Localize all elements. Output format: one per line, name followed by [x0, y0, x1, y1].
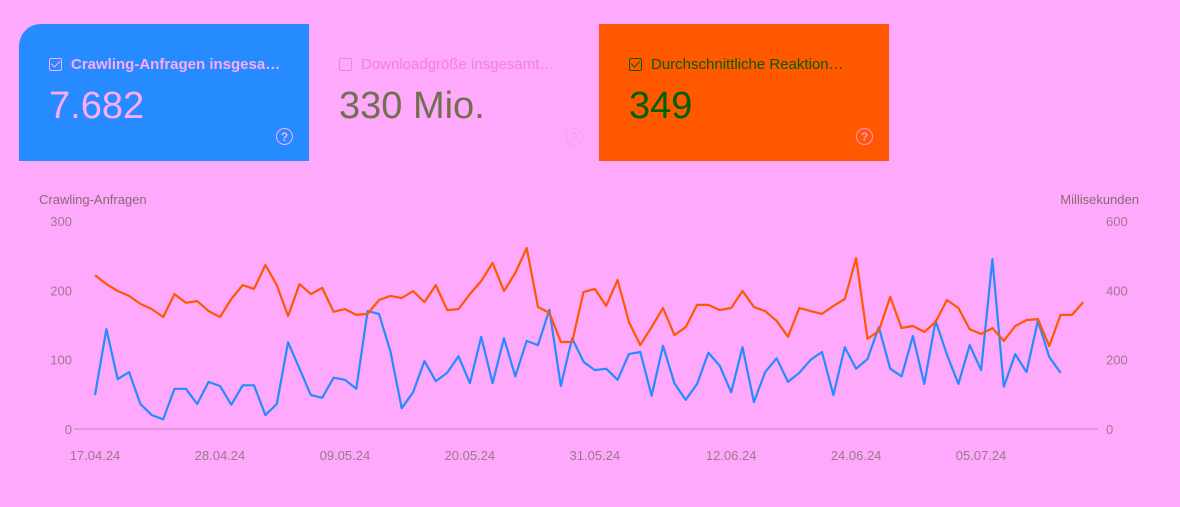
help-icon[interactable]: ? — [856, 128, 873, 145]
metric-value: 330 Mio. — [339, 85, 485, 127]
metric-value: 7.682 — [49, 85, 145, 127]
checkbox-checked-icon[interactable] — [49, 57, 62, 71]
x-tick: 17.04.24 — [70, 448, 121, 463]
y-tick-right: 600 — [1106, 214, 1128, 229]
y-tick-left: 100 — [50, 353, 72, 368]
metric-tile-crawl-requests[interactable]: Crawling-Anfragen insgesa… 7.682 ? — [19, 24, 309, 161]
metric-tile-download-size[interactable]: Downloadgröße insgesamt… 330 Mio. ? — [309, 24, 599, 161]
x-tick: 20.05.24 — [445, 448, 496, 463]
help-icon[interactable]: ? — [276, 128, 293, 145]
x-tick: 12.06.24 — [706, 448, 757, 463]
x-tick: 24.06.24 — [831, 448, 882, 463]
metric-tile-response-time[interactable]: Durchschnittliche Reaktion… 349 ? — [599, 24, 889, 161]
metric-label: Durchschnittliche Reaktion… — [651, 55, 844, 73]
y-tick-right: 0 — [1106, 422, 1113, 437]
x-tick: 09.05.24 — [320, 448, 371, 463]
crawl-requests-line — [93, 258, 1062, 421]
y-tick-left: 200 — [50, 283, 72, 298]
right-axis-title: Millisekunden — [1060, 192, 1139, 207]
metric-label: Downloadgröße insgesamt… — [361, 55, 555, 73]
checkbox-unchecked-icon[interactable] — [339, 57, 352, 71]
metric-value: 349 — [629, 85, 693, 127]
x-tick: 31.05.24 — [570, 448, 621, 463]
y-tick-left: 300 — [50, 214, 72, 229]
help-icon[interactable]: ? — [566, 128, 583, 145]
x-tick: 28.04.24 — [195, 448, 246, 463]
y-tick-right: 400 — [1106, 283, 1128, 298]
metric-label: Crawling-Anfragen insgesa… — [71, 55, 281, 73]
response-time-line — [94, 246, 1085, 348]
x-tick: 05.07.24 — [956, 448, 1007, 463]
checkbox-checked-icon[interactable] — [629, 57, 642, 71]
y-tick-left: 0 — [65, 422, 72, 437]
left-axis-title: Crawling-Anfragen — [39, 192, 147, 207]
y-tick-right: 200 — [1106, 353, 1128, 368]
